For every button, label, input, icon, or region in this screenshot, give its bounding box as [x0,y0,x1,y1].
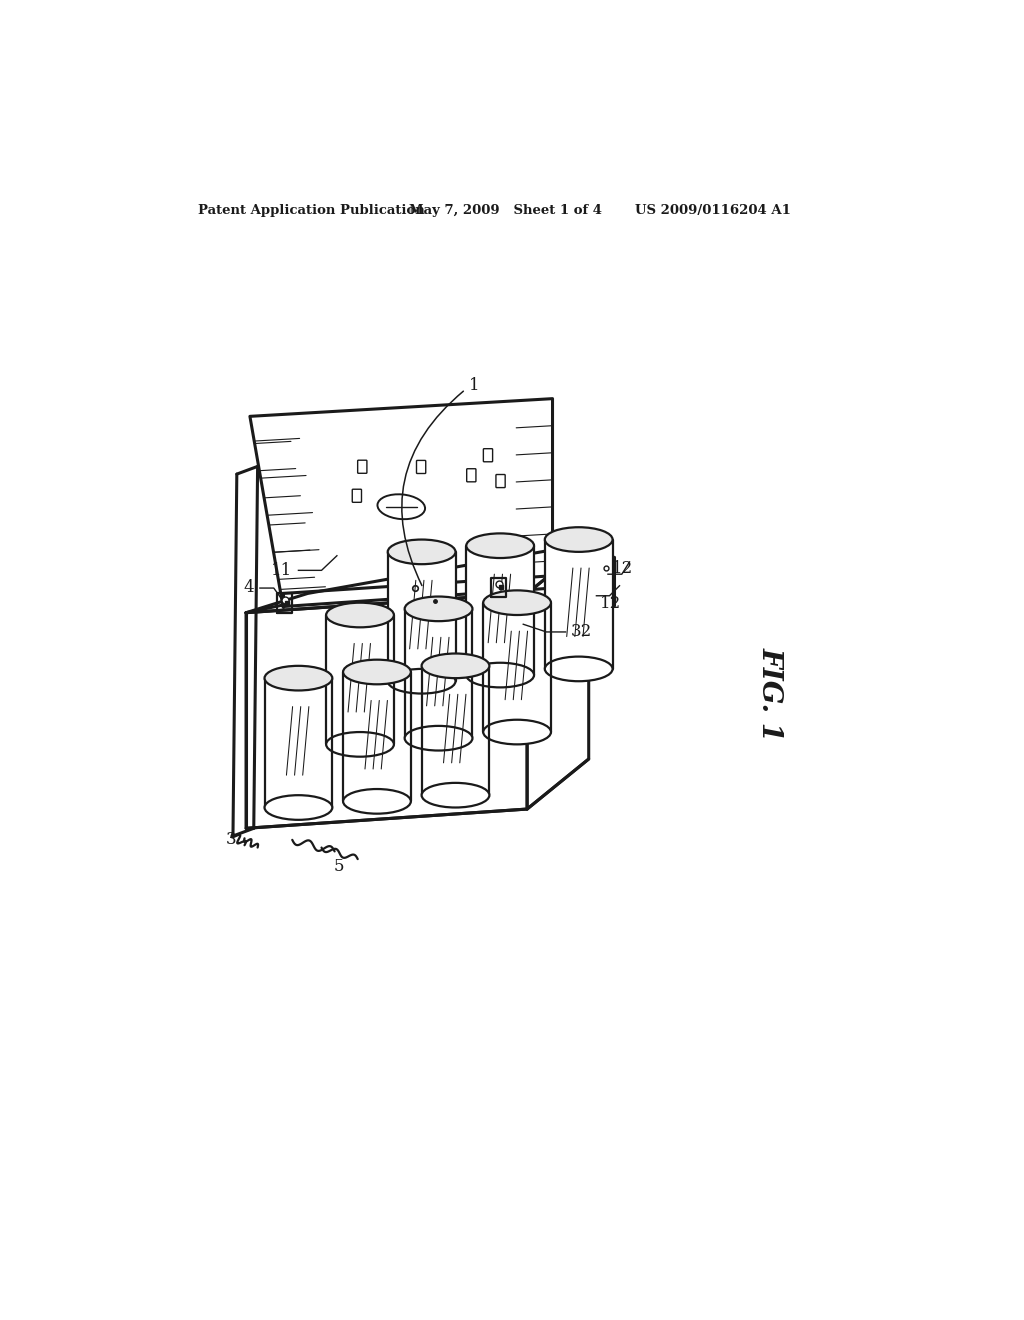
Text: 3: 3 [226,832,237,849]
Ellipse shape [388,669,456,693]
Text: Patent Application Publication: Patent Application Publication [199,205,425,218]
Text: US 2009/0116204 A1: US 2009/0116204 A1 [635,205,791,218]
Ellipse shape [404,597,472,622]
Ellipse shape [388,540,456,564]
Ellipse shape [545,527,612,552]
FancyBboxPatch shape [466,545,535,675]
FancyBboxPatch shape [417,461,426,474]
Ellipse shape [422,783,489,808]
Text: 32: 32 [571,623,592,640]
Text: 5: 5 [333,858,344,875]
Text: May 7, 2009   Sheet 1 of 4: May 7, 2009 Sheet 1 of 4 [410,205,602,218]
Text: FIG. 1: FIG. 1 [756,647,783,741]
Ellipse shape [264,795,333,820]
FancyBboxPatch shape [352,490,361,503]
Ellipse shape [326,603,394,627]
Ellipse shape [404,726,472,751]
FancyBboxPatch shape [357,461,367,474]
Ellipse shape [483,590,551,615]
Text: 11: 11 [271,562,292,579]
Ellipse shape [466,533,535,558]
FancyBboxPatch shape [343,672,411,801]
Ellipse shape [326,733,394,756]
Text: 1: 1 [469,378,480,395]
Text: 4: 4 [243,578,254,595]
FancyBboxPatch shape [483,449,493,462]
FancyBboxPatch shape [264,678,333,808]
FancyBboxPatch shape [388,552,456,681]
Ellipse shape [466,663,535,688]
FancyBboxPatch shape [545,540,612,669]
FancyBboxPatch shape [422,665,489,795]
Ellipse shape [422,653,489,678]
Ellipse shape [343,660,411,684]
FancyBboxPatch shape [326,615,394,744]
Text: 12: 12 [600,595,622,612]
Ellipse shape [343,789,411,813]
FancyBboxPatch shape [404,609,472,738]
Ellipse shape [264,665,333,690]
Text: 12: 12 [611,560,633,577]
Ellipse shape [483,719,551,744]
FancyBboxPatch shape [483,603,551,733]
Ellipse shape [545,656,612,681]
FancyBboxPatch shape [496,474,505,487]
FancyBboxPatch shape [467,469,476,482]
